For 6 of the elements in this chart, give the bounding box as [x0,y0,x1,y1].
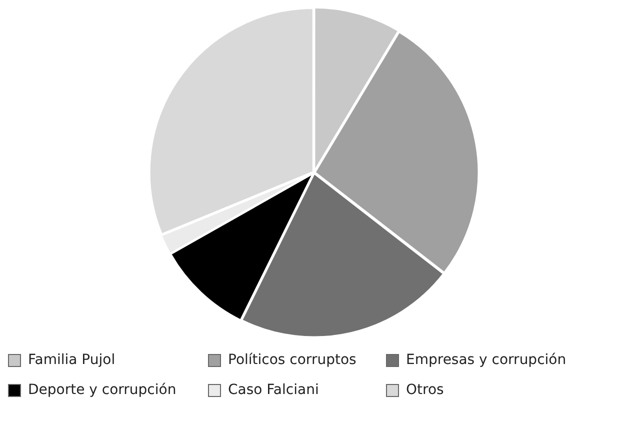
legend-label: Deporte y corrupción [28,382,176,398]
legend-label: Políticos corruptos [228,352,356,368]
legend-label: Empresas y corrupción [406,352,566,368]
legend-label: Familia Pujol [28,352,116,368]
legend-label: Otros [406,382,444,398]
legend-label: Caso Falciani [228,382,319,398]
